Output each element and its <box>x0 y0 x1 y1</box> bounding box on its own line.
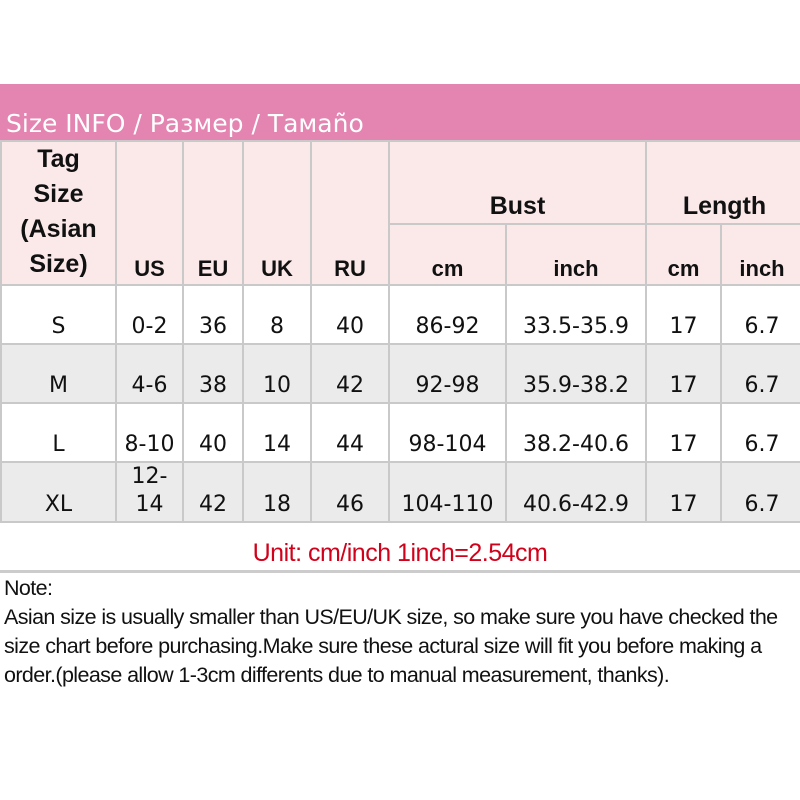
table-cell: 44 <box>310 402 390 463</box>
table-cell: 38.2-40.6 <box>505 402 647 463</box>
table-cell: 18 <box>242 461 312 523</box>
table-cell: 42 <box>310 343 390 404</box>
table-cell: 36 <box>182 284 244 345</box>
table-cell: 4-6 <box>115 343 184 404</box>
table-row: M 4-6 38 10 42 92-98 35.9-38.2 17 6.7 <box>0 343 800 404</box>
table-cell: 98-104 <box>388 402 507 463</box>
header-tag-size: Tag Size (Asian Size) <box>0 140 117 286</box>
table-cell: 86-92 <box>388 284 507 345</box>
table-cell: 40 <box>310 284 390 345</box>
table-cell: 10 <box>242 343 312 404</box>
table-cell: 6.7 <box>719 402 800 463</box>
table-cell: 17 <box>645 343 722 404</box>
header-eu: EU <box>182 140 244 286</box>
table-row: L 8-10 40 14 44 98-104 38.2-40.6 17 6.7 <box>0 402 800 463</box>
header-ru: RU <box>310 140 390 286</box>
unit-line: Unit: cm/inch 1inch=2.54cm <box>0 514 800 573</box>
note-text: Asian size is usually smaller than US/EU… <box>4 605 778 687</box>
table-cell: 17 <box>645 461 722 523</box>
table-cell: 6.7 <box>719 461 800 523</box>
note: Note: Asian size is usually smaller than… <box>4 574 800 690</box>
table-cell: L <box>0 402 117 463</box>
table-cell: 0-2 <box>115 284 184 345</box>
header-length-inch: inch <box>719 222 800 287</box>
header-us: US <box>115 140 184 286</box>
header-length-cm: cm <box>645 222 722 287</box>
table-cell: 17 <box>645 402 722 463</box>
table-cell: 14 <box>242 402 312 463</box>
table-cell: XL <box>0 461 117 523</box>
size-table: Tag Size (Asian Size) US EU UK RU Bust Leng… <box>0 140 800 523</box>
table-cell: 40 <box>182 402 244 463</box>
header-uk: UK <box>242 140 312 286</box>
table-cell: S <box>0 284 117 345</box>
table-cell: 6.7 <box>719 284 800 345</box>
title-banner: Size INFO / Размер / Тамаño <box>0 84 800 140</box>
table-cell: 8-10 <box>115 402 184 463</box>
header-bust-cm: cm <box>388 222 507 287</box>
table-cell: 6.7 <box>719 343 800 404</box>
table-cell: 46 <box>310 461 390 523</box>
table-cell: 92-98 <box>388 343 507 404</box>
chart-title: Size INFO / Размер / Тамаño <box>6 109 364 138</box>
header-bust: Bust <box>388 140 647 225</box>
table-cell: 8 <box>242 284 312 345</box>
table-cell: M <box>0 343 117 404</box>
unit-text: Unit: cm/inch 1inch=2.54cm <box>252 539 548 567</box>
table-cell: 33.5-35.9 <box>505 284 647 345</box>
table-cell: 35.9-38.2 <box>505 343 647 404</box>
table-cell: 17 <box>645 284 722 345</box>
table-cell: 104-110 <box>388 461 507 523</box>
table-row: S 0-2 36 8 40 86-92 33.5-35.9 17 6.7 <box>0 284 800 345</box>
table-cell: 42 <box>182 461 244 523</box>
table-cell: 12- 14 <box>115 461 184 523</box>
note-label: Note: <box>4 576 53 600</box>
table-row: XL 12- 14 42 18 46 104-110 40.6-42.9 17 6.7 <box>0 461 800 523</box>
header-length: Length <box>644 140 800 225</box>
header-bust-inch: inch <box>505 222 647 287</box>
table-cell: 38 <box>182 343 244 404</box>
table-cell: 40.6-42.9 <box>505 461 647 523</box>
